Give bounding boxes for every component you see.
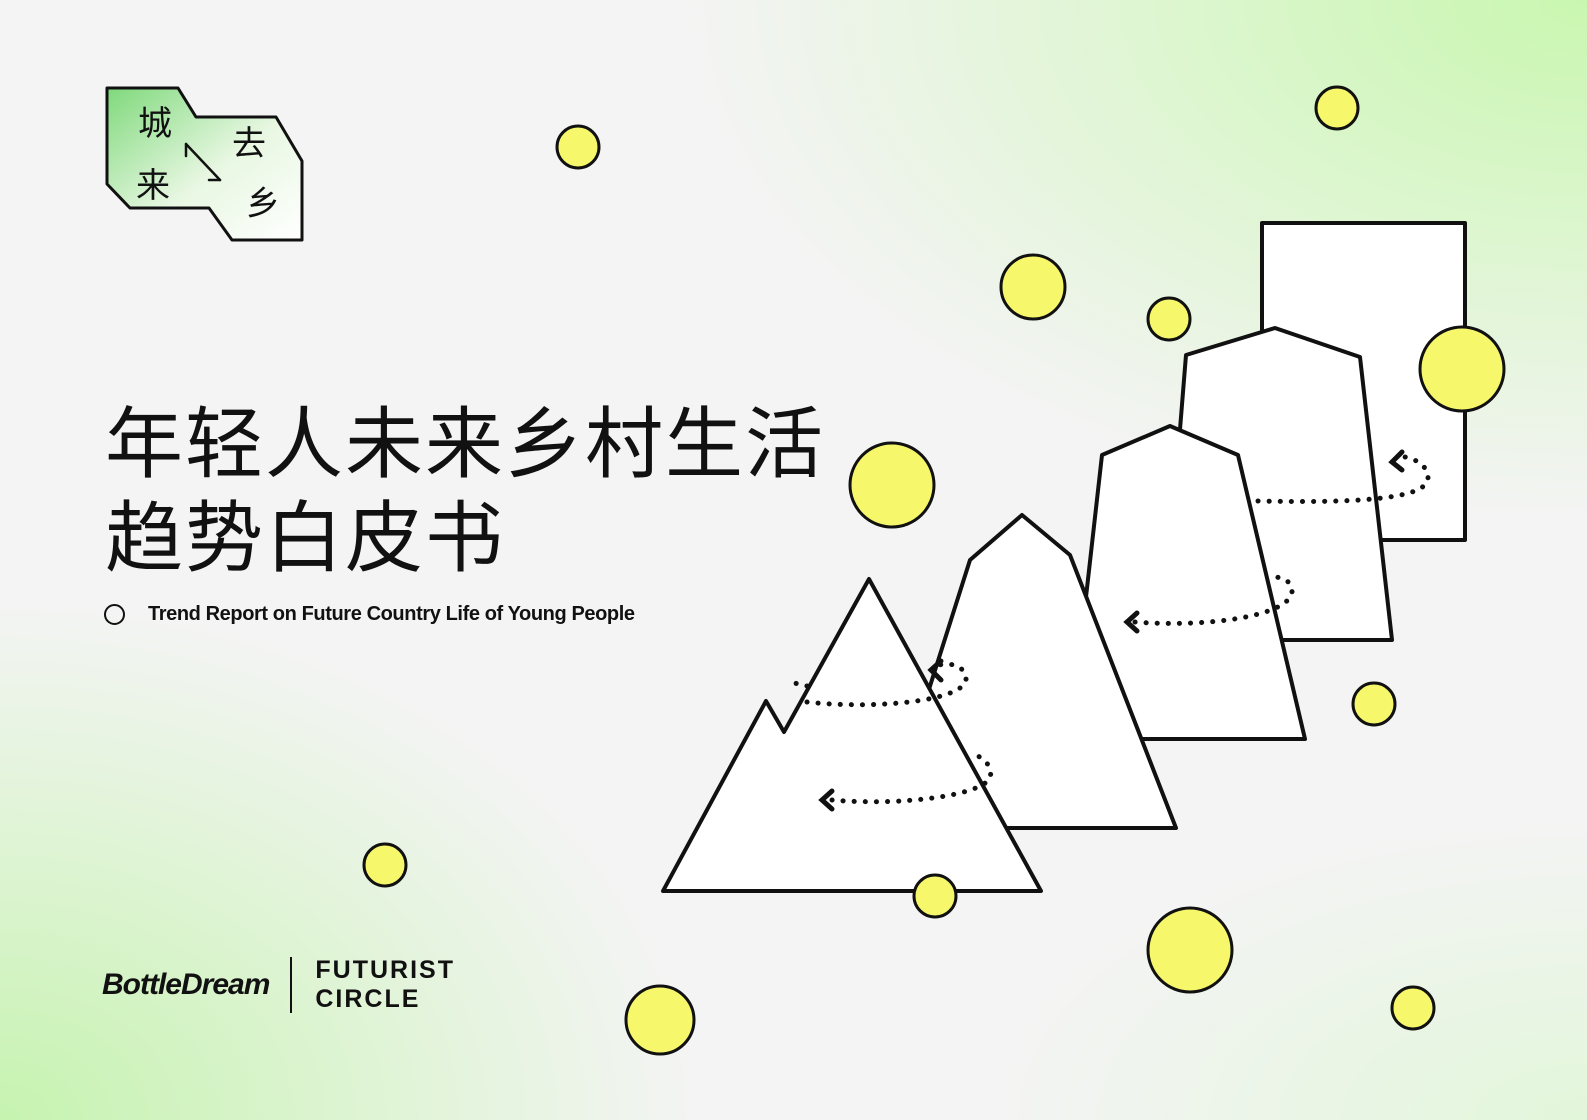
yellow-dot (1146, 296, 1192, 342)
illustration-stack (661, 221, 1467, 893)
yellow-dot (555, 124, 601, 170)
footer-logos: BottleDream FUTURIST CIRCLE (102, 955, 455, 1015)
yellow-dot (1351, 681, 1397, 727)
report-title-line1: 年轻人未来乡村生活 (105, 400, 826, 490)
dotted-arrow-path-top (1255, 453, 1431, 505)
badge-char-lai: 来 (136, 166, 170, 206)
badge-char-xiang: 乡 (246, 184, 280, 224)
futurist-circle-logo: FUTURIST CIRCLE (315, 956, 455, 1014)
mountain-shape (661, 577, 1043, 893)
yellow-dot (999, 253, 1067, 321)
yellow-dot (1390, 985, 1436, 1031)
report-subtitle: Trend Report on Future Country Life of Y… (148, 602, 635, 625)
report-title: 年轻人未来乡村生活 趋势白皮书 (105, 398, 825, 586)
bottledream-logo: BottleDream (102, 968, 270, 1001)
yellow-dot (912, 873, 958, 919)
report-title-line2: 趋势白皮书 (105, 494, 506, 584)
futurist-circle-logo-line1: FUTURIST (315, 956, 455, 984)
logo-divider (290, 957, 293, 1013)
dotted-arrows (787, 449, 1431, 812)
badge-logo: 城 去 来 乡 (105, 86, 304, 242)
yellow-dot (1146, 906, 1234, 994)
yellow-dots (362, 85, 1506, 1056)
futurist-circle-logo-line2: CIRCLE (315, 985, 421, 1013)
dotted-arrow-path-middle (804, 661, 969, 708)
badge-char-qu: 去 (232, 124, 266, 164)
yellow-dot (362, 842, 408, 888)
yellow-dot (848, 441, 936, 529)
circle-icon (104, 603, 125, 625)
badge-arrow-icon (184, 142, 222, 182)
subtitle-row: Trend Report on Future Country Life of Y… (104, 600, 635, 628)
badge-char-cheng: 城 (138, 104, 172, 144)
yellow-dot (1314, 85, 1360, 131)
dotted-arrow-path-upper (1132, 574, 1295, 626)
dotted-arrow-path-left (787, 679, 810, 689)
yellow-dot (624, 984, 696, 1056)
yellow-dot (1418, 325, 1506, 413)
